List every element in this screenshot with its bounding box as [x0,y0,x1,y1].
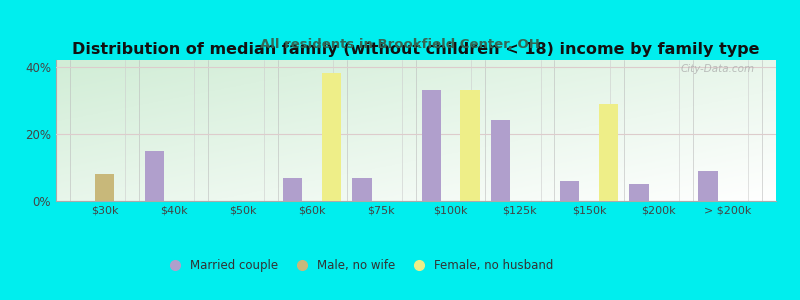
Bar [322,74,342,201]
Bar [352,178,372,201]
Legend: Married couple, Male, no wife, Female, no husband: Married couple, Male, no wife, Female, n… [158,254,558,277]
Bar [94,174,114,201]
Bar [598,103,618,201]
Bar [490,120,510,201]
Text: All residents in Brookfield Center, OH: All residents in Brookfield Center, OH [260,38,540,50]
Bar [560,181,579,201]
Bar [422,90,441,201]
Bar [460,90,480,201]
Title: Distribution of median family (without children < 18) income by family type: Distribution of median family (without c… [72,42,760,57]
Bar [630,184,649,201]
Bar [698,171,718,201]
Text: City-Data.com: City-Data.com [680,64,754,74]
Bar [283,178,302,201]
Bar [145,151,164,201]
